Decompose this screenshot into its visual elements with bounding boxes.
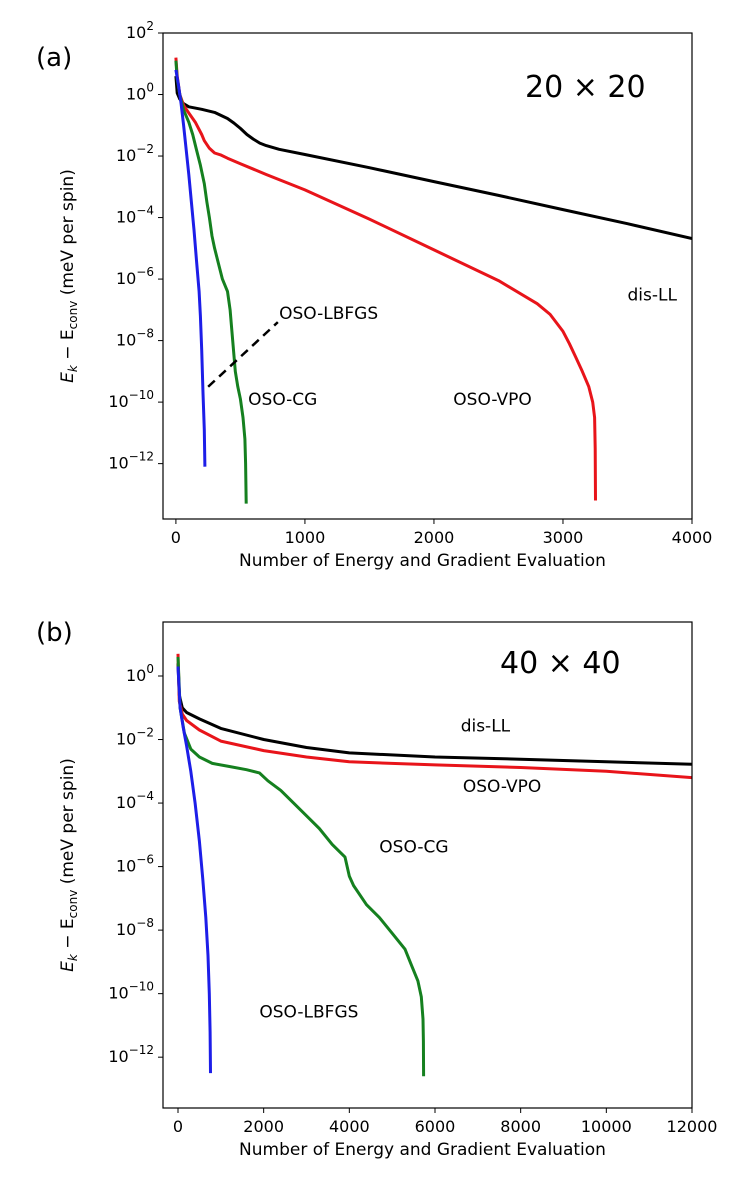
series-group bbox=[174, 57, 692, 504]
series-annotation: OSO-VPO bbox=[463, 777, 541, 797]
series-annotation: OSO-LBFGS bbox=[259, 1002, 358, 1022]
y-tick-label: 100 bbox=[126, 662, 154, 685]
series-line-dis-ll bbox=[174, 75, 692, 240]
x-tick-label: 8000 bbox=[500, 1117, 541, 1136]
x-tick-label: 4000 bbox=[329, 1117, 370, 1136]
series-annotation: OSO-CG bbox=[248, 390, 317, 410]
x-tick-label: 4000 bbox=[672, 528, 713, 547]
panel-b: (b) 0 2000 4000 6000 8000 10000 12000 100 10−2 10−… bbox=[36, 618, 717, 1160]
series-annotation: dis-LL bbox=[461, 717, 511, 737]
x-axis-label: Number of Energy and Gradient Evaluation bbox=[239, 551, 606, 571]
series-line-oso-cg bbox=[176, 656, 426, 1077]
axes-frame bbox=[162, 621, 693, 1109]
panel-label: (b) bbox=[36, 618, 73, 648]
y-tick-label: 10−12 bbox=[108, 1043, 154, 1066]
y-tick-label: 10−8 bbox=[116, 327, 154, 350]
series-annotation: dis-LL bbox=[627, 286, 677, 306]
grid-size-label: 20 × 20 bbox=[525, 70, 646, 105]
panel-label: (a) bbox=[36, 43, 72, 73]
y-tick-label: 10−12 bbox=[108, 450, 154, 473]
y-tick-label: 10−6 bbox=[116, 853, 154, 876]
x-tick-label: 12000 bbox=[667, 1117, 718, 1136]
x-tick-label: 10000 bbox=[581, 1117, 632, 1136]
grid-size-label: 40 × 40 bbox=[500, 646, 621, 681]
x-tick-label: 2000 bbox=[414, 528, 455, 547]
y-tick-label: 10−4 bbox=[116, 789, 154, 812]
y-tick-label: 10−4 bbox=[116, 204, 154, 227]
series-annotation: OSO-LBFGS bbox=[279, 304, 378, 324]
x-axis-label: Number of Energy and Gradient Evaluation bbox=[239, 1140, 606, 1160]
panel-a: (a) 0 1000 2000 3000 4000 102 100 10−2 10−4 10−6 10… bbox=[36, 19, 712, 571]
y-tick-label: 10−2 bbox=[116, 142, 154, 165]
x-tick-label: 1000 bbox=[285, 528, 326, 547]
dashed-pointer-line bbox=[207, 321, 279, 388]
x-tick-label: 6000 bbox=[415, 1117, 456, 1136]
x-tick-label: 3000 bbox=[543, 528, 584, 547]
y-tick-label: 10−8 bbox=[116, 916, 154, 939]
y-axis-label: Ek − Econv (meV per spin) bbox=[58, 758, 80, 972]
y-tick-label: 10−6 bbox=[116, 265, 154, 288]
x-tick-label: 0 bbox=[173, 1117, 183, 1136]
x-tick-label: 0 bbox=[171, 528, 181, 547]
series-line-oso-lbfgs bbox=[174, 69, 207, 467]
y-tick-label: 102 bbox=[126, 19, 154, 42]
series-annotation: OSO-VPO bbox=[453, 390, 531, 410]
series-line-oso-cg bbox=[174, 60, 248, 504]
y-tick-label: 10−10 bbox=[108, 980, 154, 1003]
series-annotation: OSO-CG bbox=[379, 837, 448, 857]
x-tick-label: 2000 bbox=[243, 1117, 284, 1136]
y-axis-label: Ek − Econv (meV per spin) bbox=[58, 169, 80, 383]
axes-frame bbox=[162, 32, 693, 520]
y-tick-label: 10−10 bbox=[108, 388, 154, 411]
series-group bbox=[176, 653, 692, 1077]
y-tick-label: 10−2 bbox=[116, 726, 154, 749]
series-line-oso-vpo bbox=[174, 57, 597, 501]
y-tick-label: 100 bbox=[126, 81, 154, 104]
series-line-oso-lbfgs bbox=[176, 666, 212, 1074]
